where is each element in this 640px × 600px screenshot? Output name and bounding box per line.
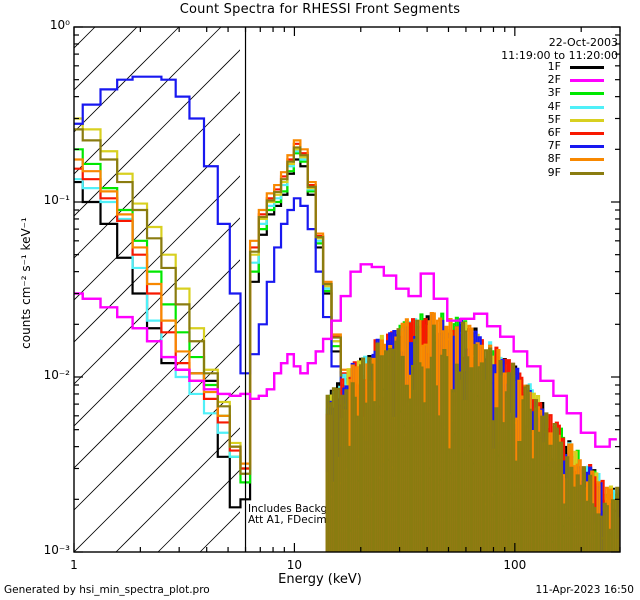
legend-label-4f: 4F: [547, 99, 561, 113]
legend-label-5f: 5F: [547, 112, 561, 126]
footer-generator: Generated by hsi_min_spectra_plot.pro: [4, 584, 210, 596]
observation-time-range: 11:19:00 to 11:20:00: [501, 49, 618, 62]
footer-timestamp: 11-Apr-2023 16:50: [535, 584, 634, 596]
excluded-energy-hatch-region: [74, 27, 240, 552]
x-axis-label: Energy (keV): [278, 572, 362, 587]
legend-swatch-9f: [570, 171, 604, 175]
legend-swatch-6f: [570, 132, 604, 135]
y-tick-label-1: 10⁻¹: [43, 193, 70, 207]
legend-swatch-2f: [570, 79, 604, 83]
legend-label-2f: 2F: [547, 73, 561, 87]
x-tick-label-1: 1: [70, 558, 78, 572]
legend-swatch-1f: [570, 66, 604, 69]
page-title: Count Spectra for RHESSI Front Segments: [179, 2, 461, 17]
spectra-series-group: [74, 75, 620, 552]
y-tick-label-3: 10⁻³: [43, 543, 70, 557]
x-tick-label-10: 10: [286, 558, 303, 572]
legend-label-7f: 7F: [547, 139, 561, 153]
legend-swatch-7f: [570, 145, 604, 149]
legend-label-8f: 8F: [547, 152, 561, 166]
legend-label-1f: 1F: [547, 60, 561, 73]
legend-label-9f: 9F: [547, 165, 561, 179]
legend-swatch-5f: [570, 118, 604, 122]
plot-frame-and-ticks: [73, 26, 621, 553]
legend-swatch-4f: [570, 105, 604, 109]
y-tick-label-0: 10⁰: [49, 18, 70, 32]
legend-swatch-8f: [570, 158, 604, 162]
observation-date: 22-Oct-2003: [548, 36, 618, 49]
legend-label-6f: 6F: [547, 126, 561, 139]
legend-label-3f: 3F: [547, 86, 561, 100]
y-tick-label-2: 10⁻²: [43, 368, 70, 382]
legend-swatch-3f: [570, 92, 604, 96]
x-tick-label-100: 100: [503, 558, 527, 572]
